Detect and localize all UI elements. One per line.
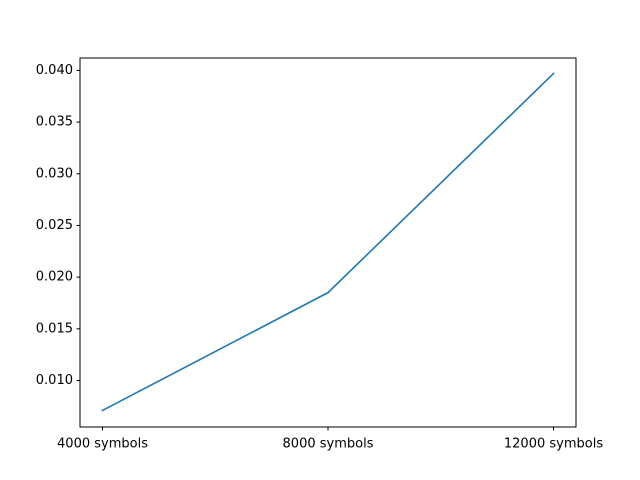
data-point [552,72,555,75]
y-tick-label: 0.020 [36,270,73,285]
y-tick-label: 0.040 [36,63,73,78]
plot-area [80,58,576,427]
series-layer [101,72,555,412]
plot-frame [79,57,577,428]
data-point [101,409,104,412]
x-tick-label: 8000 symbols [283,437,374,452]
y-tick-label: 0.025 [36,218,73,233]
y-tick-label: 0.010 [36,373,73,388]
y-tick-label: 0.035 [36,115,73,130]
y-tick-label: 0.015 [36,321,73,336]
x-tick-label: 4000 symbols [57,437,148,452]
axes-layer: 0.010 0.015 0.020 0.025 0.030 0.035 0.040 4000 … [36,63,604,452]
y-tick-label: 0.030 [36,166,73,181]
data-point [327,291,329,294]
x-tick-label: 12000 symbols [504,437,603,452]
